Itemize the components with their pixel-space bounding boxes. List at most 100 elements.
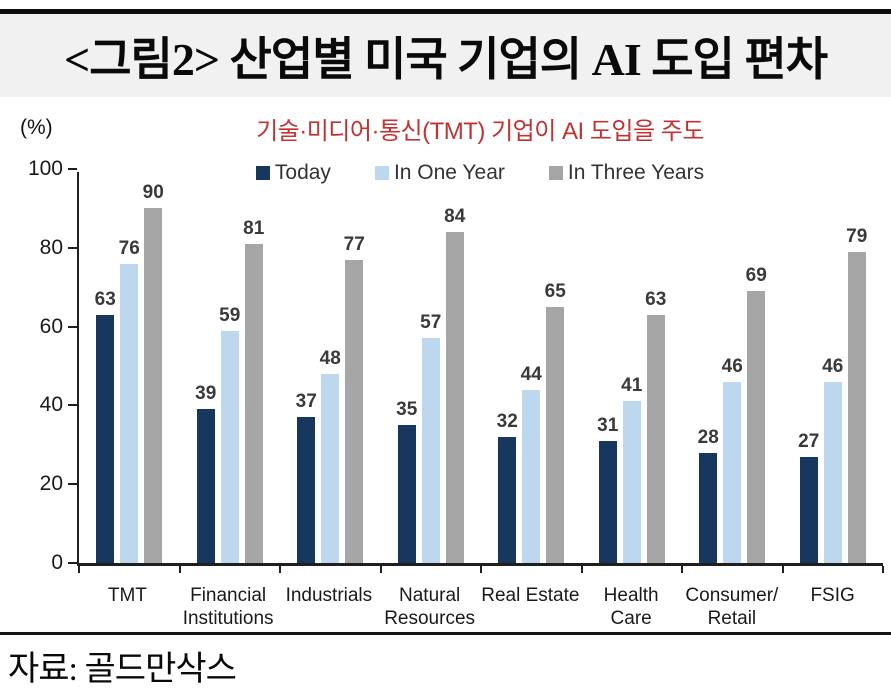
y-axis-tick xyxy=(68,404,77,407)
bar-slot: 84 xyxy=(444,172,465,563)
x-axis-tick xyxy=(78,566,80,573)
bar-in-one-year xyxy=(421,338,440,563)
y-axis-tick xyxy=(68,246,77,249)
bar-group: 27 46 79 xyxy=(783,172,884,563)
bottom-divider xyxy=(0,632,891,635)
y-axis-tick-label: 40 xyxy=(39,393,63,417)
bar-value-label: 76 xyxy=(118,237,140,259)
bar-slot: 31 xyxy=(597,172,618,563)
category-label: TMT xyxy=(107,585,147,606)
legend-swatch-icon xyxy=(374,166,389,180)
x-axis-tick xyxy=(279,566,281,573)
y-axis-tick-label: 0 xyxy=(51,551,63,574)
bar-slot: 39 xyxy=(195,172,216,563)
bar-value-label: 77 xyxy=(343,233,365,255)
category-label: FSIG xyxy=(810,585,855,606)
bar-value-label: 46 xyxy=(721,355,743,377)
legend: Today In One Year In Three Years xyxy=(77,161,883,185)
bar-today xyxy=(498,436,517,563)
x-axis-tick xyxy=(379,566,382,573)
bar-value-label: 81 xyxy=(243,217,265,239)
bar-in-one-year xyxy=(823,381,842,563)
x-axis-tick xyxy=(681,566,683,573)
bar-today xyxy=(397,425,416,563)
bar-slot: 48 xyxy=(320,172,341,563)
legend-swatch-icon xyxy=(548,166,563,180)
bar-group: 35 57 84 xyxy=(381,172,482,563)
bar-in-three-years xyxy=(847,251,866,563)
legend-item-in-one-year: In One Year xyxy=(374,161,505,185)
legend-label: In One Year xyxy=(393,161,505,184)
bar-slot: 57 xyxy=(420,172,441,563)
y-axis-tick-label: 100 xyxy=(27,157,63,180)
bar-in-three-years xyxy=(646,314,665,563)
legend-label: Today xyxy=(274,161,331,184)
bar-group: 28 46 69 xyxy=(682,172,783,563)
bar-value-label: 27 xyxy=(798,430,820,452)
bar-slot: 79 xyxy=(846,172,867,563)
bar-value-label: 32 xyxy=(496,410,518,432)
bar-today xyxy=(96,314,115,563)
category-label: Natural Resources xyxy=(384,585,476,629)
bar-slot: 59 xyxy=(219,172,240,563)
bar-slot: 27 xyxy=(798,172,819,563)
top-divider xyxy=(0,9,891,14)
bar-group: 37 48 77 xyxy=(280,172,381,563)
bar-value-label: 41 xyxy=(621,375,643,397)
bar-value-label: 90 xyxy=(142,182,164,204)
bar-today xyxy=(598,440,617,563)
bar-slot: 63 xyxy=(645,172,666,563)
y-axis-tick xyxy=(68,168,77,170)
bar-value-label: 39 xyxy=(195,383,217,405)
legend-item-today: Today xyxy=(255,161,331,185)
x-axis-tick xyxy=(178,566,181,573)
plot-area: 0 20 40 60 80 100 63 76 90 39 59 81 37 48 77 35 57 84 32 44… xyxy=(28,157,884,574)
bar-in-three-years xyxy=(445,232,464,563)
legend-label: In Three Years xyxy=(567,161,705,184)
bar-value-label: 37 xyxy=(295,391,317,413)
chart-subtitle: 기술·미디어·통신(TMT) 기업이 AI 도입을 주도 xyxy=(256,118,704,145)
bar-slot: 35 xyxy=(396,172,417,563)
y-axis-unit-label: (%) xyxy=(20,116,53,139)
bar-in-three-years xyxy=(546,306,565,563)
bar-slot: 90 xyxy=(143,172,164,563)
legend-swatch-icon xyxy=(255,166,270,180)
bar-in-three-years xyxy=(244,243,263,563)
legend-item-in-three-years: In Three Years xyxy=(548,161,705,185)
chart-region: (%) 기술·미디어·통신(TMT) 기업이 AI 도입을 주도 Today In… xyxy=(0,97,891,633)
y-axis-tick xyxy=(68,483,77,486)
bar-value-label: 63 xyxy=(94,288,116,310)
bar-slot: 77 xyxy=(344,172,365,563)
bar-value-label: 35 xyxy=(396,399,418,421)
bar-value-label: 28 xyxy=(697,426,719,448)
bar-in-one-year xyxy=(220,330,239,563)
bar-group: 32 44 65 xyxy=(481,172,582,563)
category-label: Real Estate xyxy=(481,585,580,606)
bar-slot: 32 xyxy=(497,172,518,563)
bar-value-label: 48 xyxy=(319,347,341,369)
x-axis-tick xyxy=(781,566,784,573)
bar-slot: 69 xyxy=(746,172,767,563)
bar-value-label: 63 xyxy=(645,288,667,310)
category-label: Industrials xyxy=(285,585,373,606)
bar-value-label: 65 xyxy=(544,280,566,302)
bar-slot: 65 xyxy=(545,172,566,563)
x-axis-tick xyxy=(580,566,583,573)
bar-slot: 41 xyxy=(621,172,642,563)
category-label: Consumer/ Retail xyxy=(685,585,779,629)
x-axis-tick xyxy=(480,566,482,573)
bar-slot: 46 xyxy=(822,172,843,563)
bar-value-label: 31 xyxy=(597,414,619,436)
category-label: Financial Institutions xyxy=(182,585,274,629)
bar-in-one-year xyxy=(120,263,139,563)
figure-title: <그림2> 산업별 미국 기업의 AI 도입 편차 xyxy=(63,33,828,85)
x-axis-labels: TMT Financial Institutions Industrials Natu… xyxy=(77,584,883,630)
bar-in-one-year xyxy=(622,401,641,563)
bar-value-label: 59 xyxy=(219,304,241,326)
y-axis-tick-label: 60 xyxy=(39,314,63,338)
y-axis-tick-label: 20 xyxy=(39,472,63,496)
bar-slot: 44 xyxy=(521,172,542,563)
bar-value-label: 46 xyxy=(822,355,844,377)
bar-in-three-years xyxy=(144,208,163,563)
